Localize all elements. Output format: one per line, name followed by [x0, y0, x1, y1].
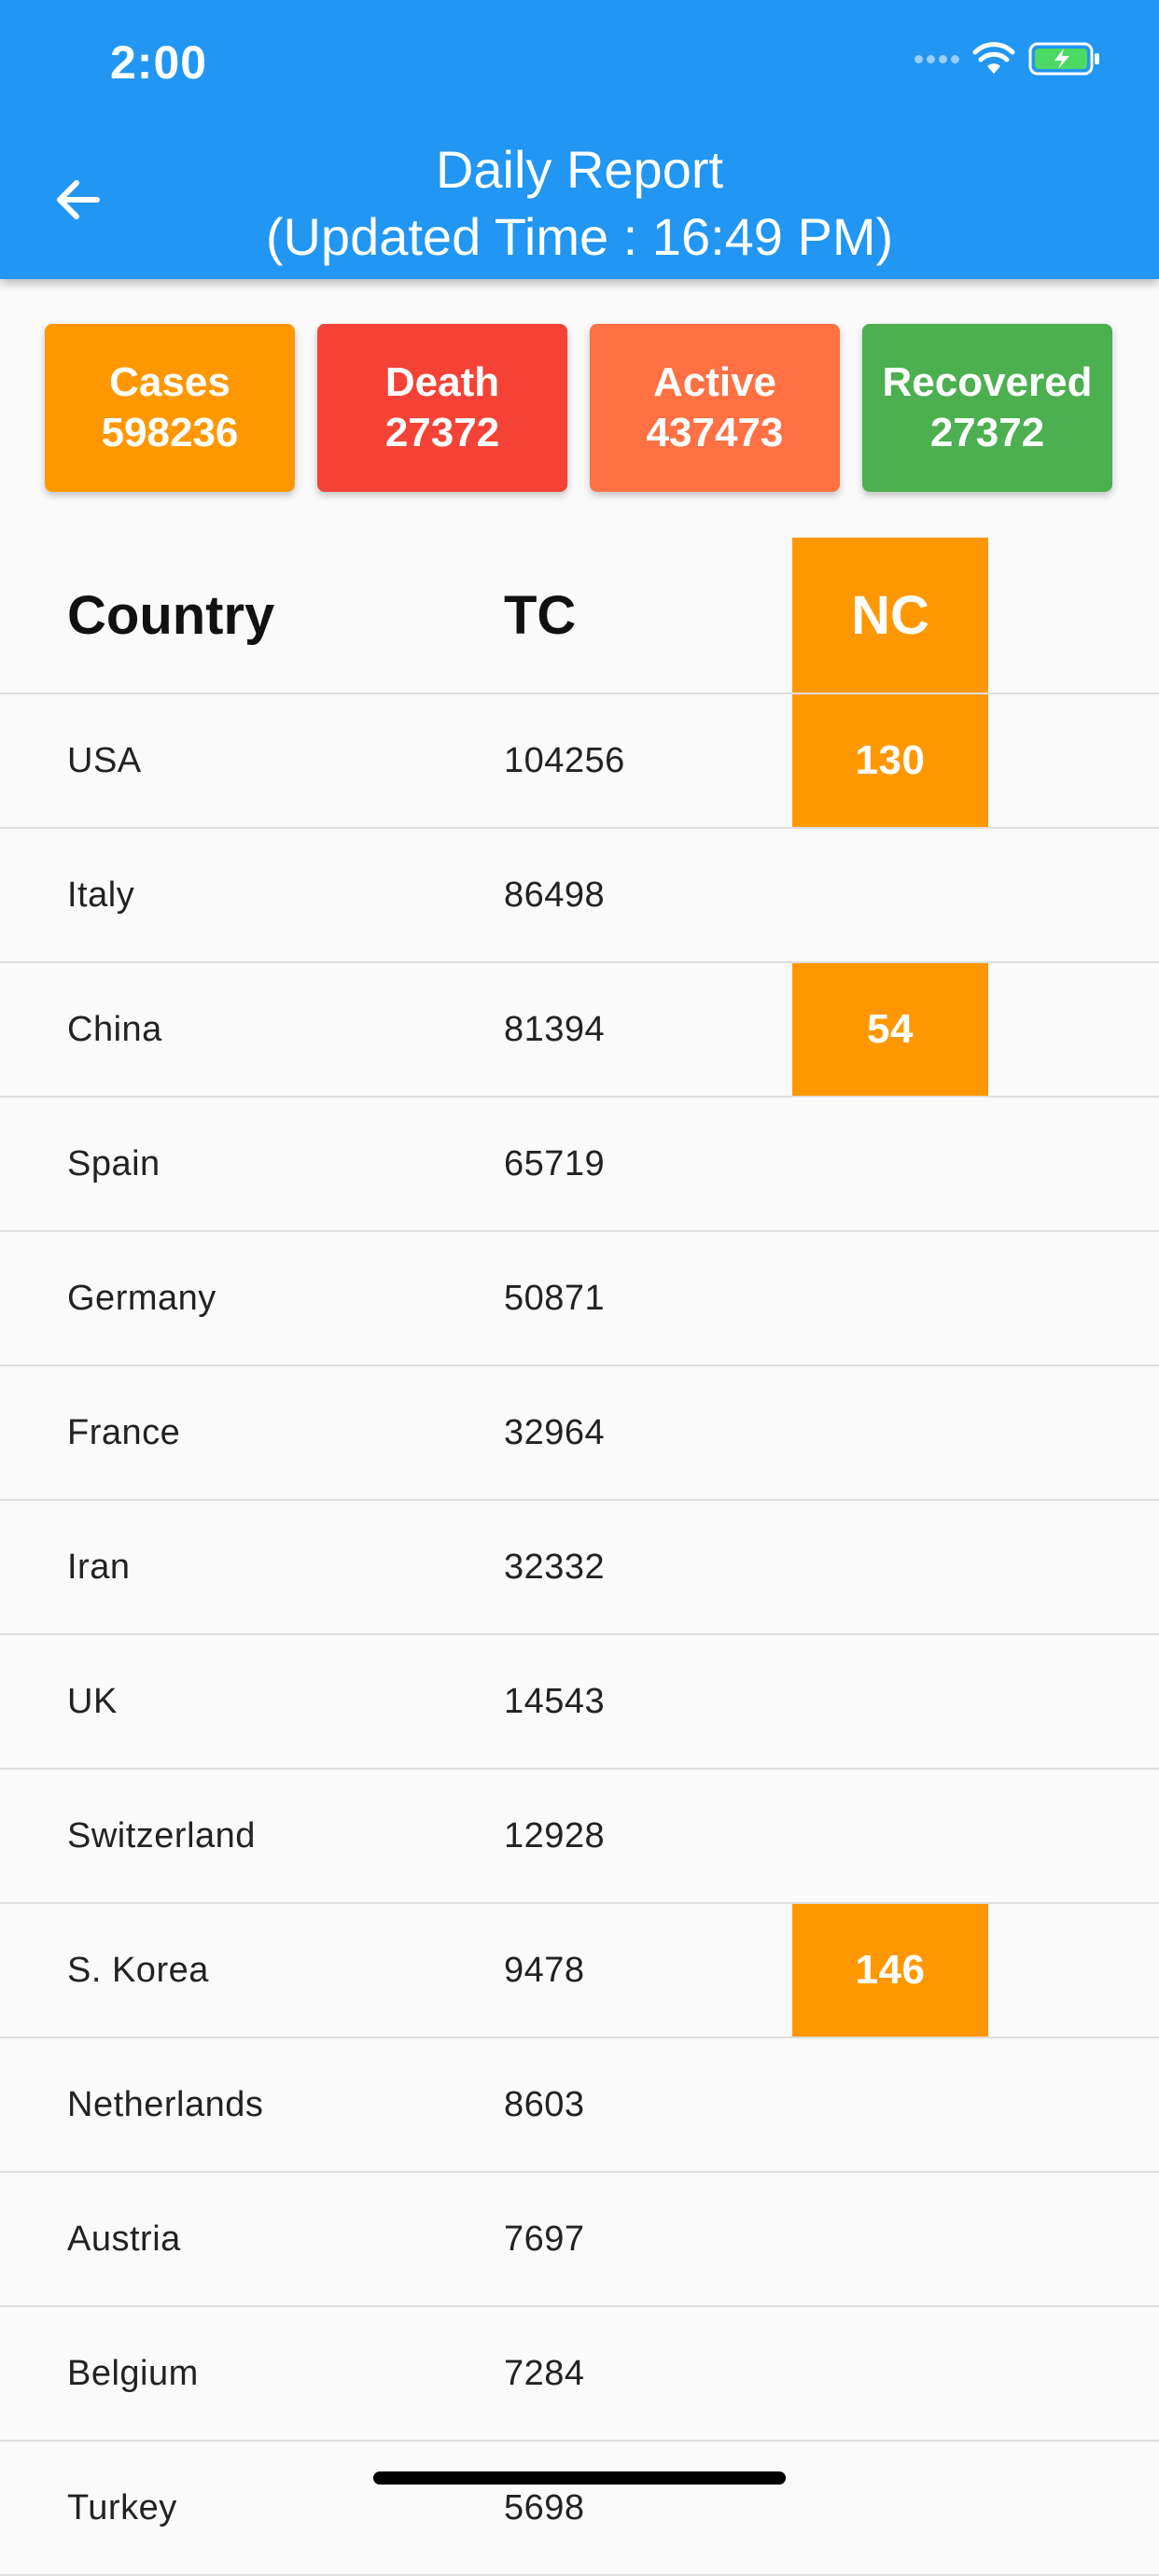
country-table: Country TC NC USA 104256 130 Italy 86498 Chin…: [0, 538, 1159, 2576]
total-cases-cell: 8603: [504, 2084, 585, 2124]
table-header: Country TC NC: [0, 538, 1159, 694]
total-cases-cell: 7284: [504, 2353, 585, 2393]
new-cases-cell: [792, 1501, 988, 1633]
table-row[interactable]: UK 14543: [0, 1635, 1159, 1770]
column-header-tc[interactable]: TC: [504, 584, 577, 646]
table-row[interactable]: USA 104256 130: [0, 694, 1159, 829]
cases-card[interactable]: Cases 598236: [45, 324, 295, 492]
country-cell: Belgium: [67, 2353, 199, 2393]
column-header-nc[interactable]: NC: [792, 538, 988, 693]
status-icons: [915, 41, 1101, 77]
total-cases-cell: 14543: [504, 1681, 606, 1721]
total-cases-cell: 5698: [504, 2487, 585, 2527]
country-cell: Turkey: [67, 2487, 177, 2527]
new-cases-cell: [792, 1366, 988, 1499]
back-button[interactable]: [49, 170, 108, 230]
country-cell: China: [67, 1009, 162, 1049]
total-cases-cell: 9478: [504, 1950, 585, 1990]
total-cases-cell: 65719: [504, 1143, 606, 1183]
new-cases-cell: 146: [792, 1904, 988, 2037]
new-cases-cell: [792, 2038, 988, 2171]
total-cases-cell: 104256: [504, 740, 625, 780]
app-bar: 2:00 Daily Report (Updated Time : 16:49 …: [0, 0, 1159, 279]
recovered-value: 27372: [929, 410, 1045, 455]
country-cell: S. Korea: [67, 1950, 209, 1990]
table-row[interactable]: Austria 7697: [0, 2173, 1159, 2307]
table-body: USA 104256 130 Italy 86498 China 81394 54 Spain 6…: [0, 694, 1159, 2576]
country-cell: Italy: [67, 875, 135, 915]
home-indicator: [373, 2471, 786, 2485]
total-cases-cell: 32332: [504, 1547, 606, 1587]
country-cell: France: [67, 1412, 181, 1452]
total-cases-cell: 50871: [504, 1278, 606, 1318]
table-row[interactable]: France 32964: [0, 1366, 1159, 1501]
table-row[interactable]: Spain 65719: [0, 1098, 1159, 1232]
table-row[interactable]: Belgium 7284: [0, 2307, 1159, 2442]
country-cell: Switzerland: [67, 1815, 256, 1855]
new-cases-cell: [792, 2173, 988, 2305]
table-row[interactable]: Iran 32332: [0, 1501, 1159, 1635]
death-card[interactable]: Death 27372: [317, 324, 567, 492]
country-cell: Netherlands: [67, 2084, 264, 2124]
summary-cards: Cases 598236 Death 27372 Active 437473 R…: [45, 324, 1114, 492]
country-cell: Germany: [67, 1278, 216, 1318]
country-cell: USA: [67, 740, 142, 780]
active-card[interactable]: Active 437473: [590, 324, 840, 492]
recovered-card[interactable]: Recovered 27372: [862, 324, 1112, 492]
total-cases-cell: 86498: [504, 875, 606, 915]
total-cases-cell: 32964: [504, 1412, 606, 1452]
wifi-icon: [972, 42, 1015, 74]
active-value: 437473: [646, 410, 784, 455]
table-row[interactable]: Germany 50871: [0, 1232, 1159, 1366]
active-label: Active: [652, 359, 777, 405]
title-line-1: Daily Report: [435, 140, 724, 199]
table-row[interactable]: Netherlands 8603: [0, 2038, 1159, 2173]
column-header-country[interactable]: Country: [67, 584, 275, 646]
page-title: Daily Report (Updated Time : 16:49 PM): [0, 136, 1159, 271]
new-cases-cell: [792, 2442, 988, 2574]
table-row[interactable]: Italy 86498: [0, 829, 1159, 963]
death-label: Death: [384, 359, 500, 405]
status-time: 2:00: [110, 36, 208, 89]
battery-charging-icon: [1028, 42, 1099, 76]
total-cases-cell: 7697: [504, 2219, 585, 2259]
total-cases-cell: 81394: [504, 1009, 606, 1049]
cases-value: 598236: [101, 410, 239, 455]
cases-label: Cases: [109, 359, 230, 405]
country-cell: Spain: [67, 1143, 161, 1183]
title-line-2: (Updated Time : 16:49 PM): [265, 207, 894, 266]
cellular-dots-icon: [915, 54, 959, 63]
table-row[interactable]: Turkey 5698: [0, 2442, 1159, 2576]
arrow-left-icon: [57, 180, 100, 219]
new-cases-cell: [792, 1098, 988, 1230]
new-cases-cell: [792, 829, 988, 961]
recovered-label: Recovered: [882, 359, 1093, 405]
new-cases-cell: [792, 1635, 988, 1768]
country-cell: Iran: [67, 1547, 131, 1587]
death-value: 27372: [384, 410, 500, 455]
country-cell: Austria: [67, 2219, 181, 2259]
new-cases-cell: 54: [792, 963, 988, 1096]
table-row[interactable]: S. Korea 9478 146: [0, 1904, 1159, 2038]
new-cases-cell: [792, 1770, 988, 1902]
new-cases-cell: [792, 2307, 988, 2440]
new-cases-cell: 130: [792, 694, 988, 827]
new-cases-cell: [792, 1232, 988, 1365]
total-cases-cell: 12928: [504, 1815, 606, 1855]
table-row[interactable]: Switzerland 12928: [0, 1770, 1159, 1904]
country-cell: UK: [67, 1681, 118, 1721]
table-row[interactable]: China 81394 54: [0, 963, 1159, 1098]
